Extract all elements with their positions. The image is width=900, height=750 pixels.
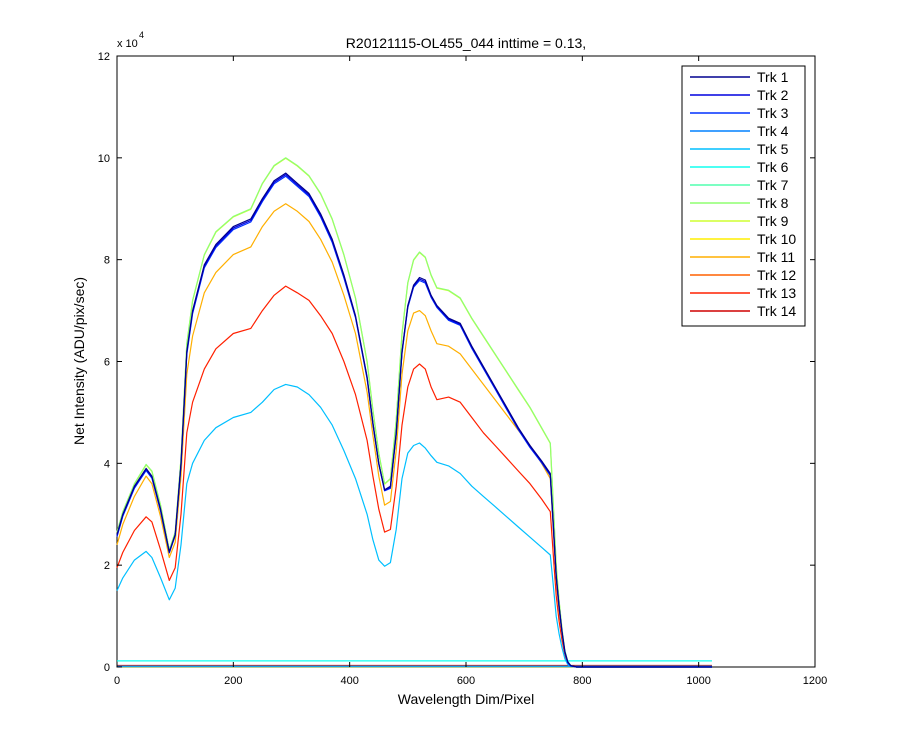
legend-entry: Trk 9 (690, 213, 789, 229)
legend-entry: Trk 6 (690, 159, 789, 175)
legend-box (681, 65, 806, 327)
legend: Trk 1 Trk 2 Trk 3 Trk 4 Trk 5 Trk 6 Trk 7 Trk 8… (681, 65, 806, 327)
legend-label: Trk 7 (757, 177, 789, 193)
y-exponent-base: x 10 (117, 38, 138, 50)
y-exponent-power: 4 (139, 30, 144, 40)
legend-entry: Trk 11 (690, 249, 795, 265)
legend-entry: Trk 1 (690, 69, 789, 85)
x-tick-label: 1000 (686, 675, 710, 687)
legend-label: Trk 5 (757, 141, 789, 157)
legend-label: Trk 3 (757, 105, 789, 121)
y-tick-label: 4 (104, 458, 110, 470)
y-axis-label: Net Intensity (ADU/pix/sec) (71, 277, 87, 445)
legend-label: Trk 10 (757, 231, 796, 247)
y-tick-label: 2 (104, 560, 110, 572)
x-tick-label: 1200 (803, 675, 827, 687)
legend-entry: Trk 3 (690, 105, 789, 121)
chart-title: R20121115-OL455_044 inttime = 0.13, (346, 35, 586, 51)
legend-label: Trk 9 (757, 213, 789, 229)
y-tick-label: 8 (104, 255, 110, 267)
legend-entry: Trk 10 (690, 231, 796, 247)
x-tick-label: 200 (224, 675, 242, 687)
legend-entry: Trk 8 (690, 195, 789, 211)
legend-label: Trk 14 (757, 303, 796, 319)
legend-label: Trk 6 (757, 159, 789, 175)
x-axis-label: Wavelength Dim/Pixel (398, 691, 534, 707)
legend-label: Trk 1 (757, 69, 789, 85)
x-tick-label: 600 (457, 675, 475, 687)
y-tick-label: 12 (98, 51, 110, 63)
x-tick-label: 800 (573, 675, 591, 687)
legend-entry: Trk 12 (690, 267, 796, 283)
series-line (116, 172, 712, 668)
legend-label: Trk 11 (757, 249, 795, 265)
legend-entry: Trk 14 (690, 303, 796, 319)
legend-entry: Trk 5 (690, 141, 789, 157)
legend-entry: Trk 7 (690, 177, 789, 193)
y-tick-label: 0 (104, 662, 110, 674)
legend-label: Trk 4 (757, 123, 789, 139)
y-tick-label: 6 (104, 357, 110, 369)
legend-entry: Trk 13 (690, 285, 796, 301)
legend-label: Trk 13 (757, 285, 796, 301)
legend-label: Trk 8 (757, 195, 789, 211)
x-tick-label: 0 (114, 675, 120, 687)
x-tick-label: 400 (340, 675, 358, 687)
series-line (116, 285, 712, 668)
tick-layer: 0 200 400 600 800 1000 1200 0 2 4 6 8 10 12 (98, 51, 827, 687)
legend-entry: Trk 2 (690, 87, 789, 103)
legend-label: Trk 12 (757, 267, 796, 283)
y-tick-label: 10 (98, 153, 110, 165)
series-layer (116, 157, 712, 668)
legend-entry: Trk 4 (690, 123, 789, 139)
legend-label: Trk 2 (757, 87, 789, 103)
series-line (116, 383, 712, 668)
